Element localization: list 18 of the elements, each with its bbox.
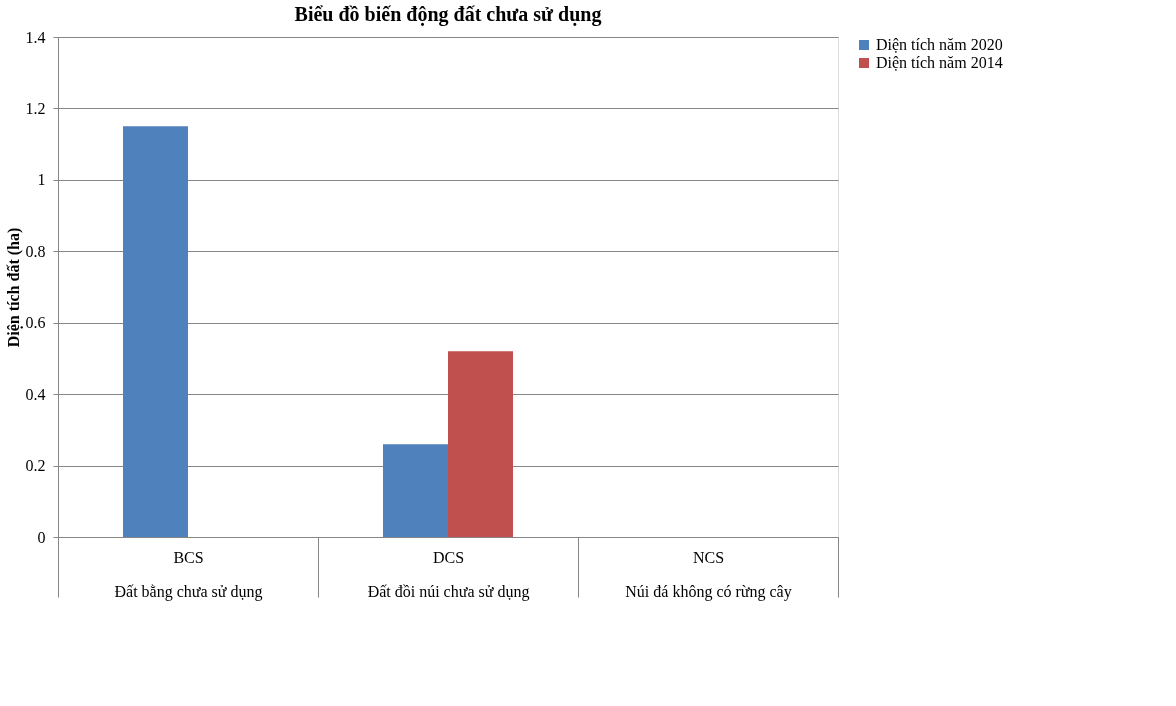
legend-label: Diện tích năm 2020 xyxy=(876,36,1003,53)
x-tick-label: BCS Đất bằng chưa sử dụng xyxy=(114,548,263,601)
chart-title: Biểu đồ biến động đất chưa sử dụng xyxy=(294,3,602,26)
y-tick-label: 1.2 xyxy=(25,99,46,117)
y-tick-label: 0.4 xyxy=(25,385,46,403)
y-tick-label: 0.8 xyxy=(25,242,46,260)
bar xyxy=(383,444,448,537)
y-tick-label: 0 xyxy=(37,528,46,546)
y-tick-label: 1 xyxy=(37,171,46,189)
y-tick-label: 0.6 xyxy=(25,314,46,332)
x-tick-label: DCS Đất đồi núi chưa sử dụng xyxy=(367,548,530,601)
legend-label: Diện tích năm 2014 xyxy=(876,54,1003,71)
x-tick-label: NCS Núi đá không có rừng cây xyxy=(625,548,792,601)
bar xyxy=(448,351,513,537)
y-tick-label: 0.2 xyxy=(25,457,46,475)
bar xyxy=(123,126,188,537)
y-tick-label: 1.4 xyxy=(25,28,46,46)
y-axis-title: Diện tích đất (ha) xyxy=(4,227,23,348)
